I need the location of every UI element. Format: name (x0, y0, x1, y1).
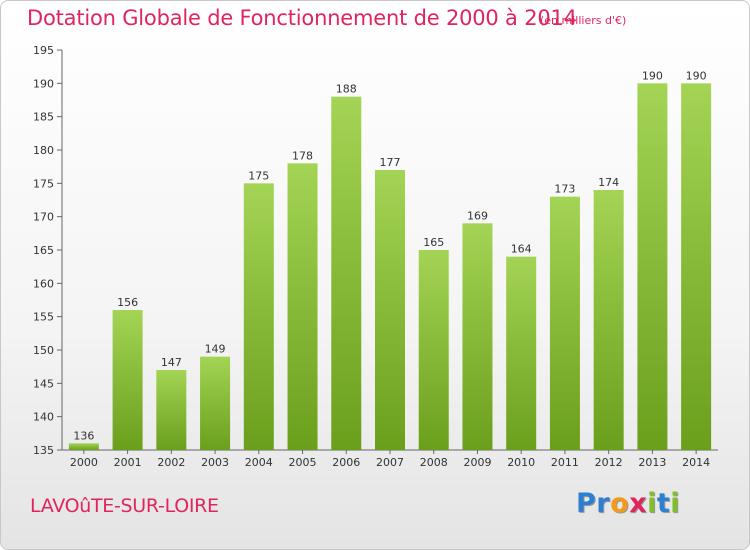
logo-letter: x (629, 488, 648, 519)
bar-value-label: 177 (380, 156, 401, 169)
x-tick-label: 2002 (157, 456, 185, 469)
y-tick-label: 190 (33, 77, 54, 90)
bar-value-label: 175 (248, 169, 269, 182)
bar (287, 163, 318, 451)
bar (506, 256, 537, 450)
logo-letter: r (596, 488, 611, 519)
chart-title: Dotation Globale de Fonctionnement de 20… (27, 6, 577, 30)
y-tick-label: 150 (33, 344, 54, 357)
bar (156, 370, 187, 450)
x-tick-label: 2011 (551, 456, 579, 469)
y-tick-label: 160 (33, 277, 54, 290)
x-tick-label: 2007 (376, 456, 404, 469)
logo-letter: P (576, 488, 597, 519)
bar-value-label: 169 (467, 209, 488, 222)
y-tick-label: 165 (33, 244, 54, 257)
x-tick-label: 2014 (682, 456, 710, 469)
logo-letter: i (647, 488, 657, 519)
bar (375, 170, 405, 450)
bar (593, 190, 624, 450)
x-tick-label: 2004 (245, 456, 273, 469)
logo-letter: t (656, 488, 671, 519)
y-tick-label: 180 (33, 144, 54, 157)
bar-value-label: 178 (292, 149, 313, 162)
x-tick-label: 2013 (638, 456, 666, 469)
y-tick-label: 135 (33, 444, 54, 457)
bar (549, 196, 580, 450)
x-tick-label: 2010 (507, 456, 535, 469)
bar (112, 310, 143, 450)
y-tick-label: 145 (33, 377, 54, 390)
x-tick-label: 2006 (332, 456, 360, 469)
proxiti-logo[interactable]: Proxiti (576, 488, 680, 519)
y-tick-label: 175 (33, 177, 54, 190)
bar (681, 83, 712, 450)
bar (637, 83, 668, 450)
bar (200, 356, 231, 450)
logo-letter: i (670, 488, 681, 519)
y-tick-label: 140 (33, 411, 54, 424)
bar-value-label: 136 (73, 429, 94, 442)
bar (418, 250, 449, 450)
y-tick-label: 155 (33, 311, 54, 324)
x-tick-label: 2012 (595, 456, 623, 469)
bar (68, 443, 99, 450)
x-tick-label: 2009 (463, 456, 491, 469)
chart-subtitle: (en milliers d'€) (540, 14, 627, 27)
x-tick-label: 2008 (420, 456, 448, 469)
y-tick-label: 185 (33, 111, 54, 124)
bar (462, 223, 493, 450)
y-tick-label: 195 (33, 44, 54, 57)
bar-value-label: 156 (117, 296, 138, 309)
bar-value-label: 147 (161, 356, 182, 369)
logo-letter: o (610, 488, 630, 519)
bar (331, 96, 362, 451)
bar-value-label: 188 (336, 83, 357, 96)
bar-value-label: 190 (642, 69, 663, 82)
bar-value-label: 190 (686, 69, 707, 82)
y-tick-label: 170 (33, 211, 54, 224)
x-tick-label: 2001 (114, 456, 142, 469)
commune-name: LAVOûTE-SUR-LOIRE (30, 495, 219, 517)
bar (243, 183, 274, 451)
x-tick-label: 2005 (289, 456, 317, 469)
x-tick-label: 2000 (70, 456, 98, 469)
bar-value-label: 165 (423, 236, 444, 249)
bar-value-label: 174 (598, 176, 619, 189)
bar-value-label: 173 (554, 183, 575, 196)
bar-value-label: 149 (205, 343, 226, 356)
x-tick-label: 2003 (201, 456, 229, 469)
bar-value-label: 164 (511, 243, 532, 256)
